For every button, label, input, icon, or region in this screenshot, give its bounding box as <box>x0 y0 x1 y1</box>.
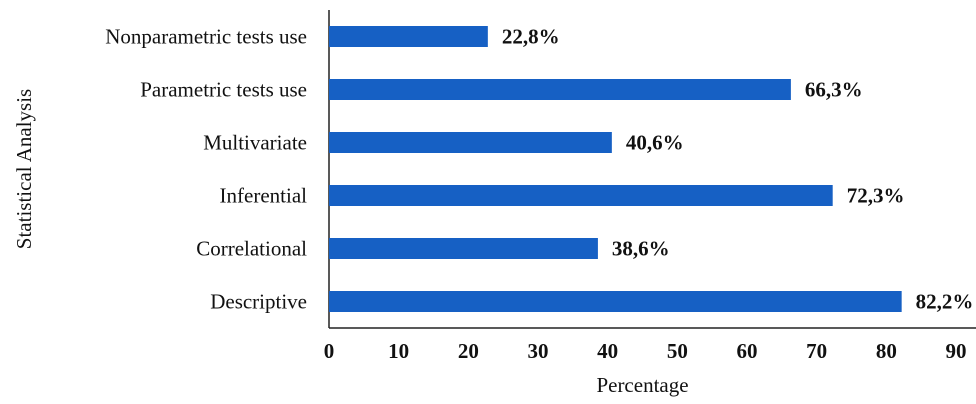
bar <box>329 185 833 206</box>
x-tick-label: 90 <box>946 339 967 363</box>
x-tick-labels: 0 10 20 30 40 50 60 70 80 90 <box>324 339 967 363</box>
bar <box>329 291 902 312</box>
bar <box>329 26 488 47</box>
category-labels: Nonparametric tests use Parametric tests … <box>105 25 307 314</box>
bar <box>329 132 612 153</box>
category-label: Inferential <box>220 184 308 208</box>
category-label: Multivariate <box>203 131 307 155</box>
x-axis-title: Percentage <box>596 373 688 397</box>
value-label: 38,6% <box>612 237 670 261</box>
axes <box>328 10 976 329</box>
x-tick-label: 10 <box>388 339 409 363</box>
x-tick-label: 20 <box>458 339 479 363</box>
x-tick-label: 80 <box>876 339 897 363</box>
x-tick-label: 50 <box>667 339 688 363</box>
category-label: Correlational <box>196 237 307 261</box>
x-tick-label: 70 <box>806 339 827 363</box>
value-label: 72,3% <box>847 184 905 208</box>
x-tick-label: 60 <box>737 339 758 363</box>
bar <box>329 79 791 100</box>
value-label: 66,3% <box>805 78 863 102</box>
bar <box>329 238 598 259</box>
value-label: 40,6% <box>626 131 684 155</box>
category-label: Nonparametric tests use <box>105 25 307 49</box>
x-tick-label: 0 <box>324 339 335 363</box>
value-label: 82,2% <box>916 290 974 314</box>
y-axis-title: Statistical Analysis <box>12 89 36 249</box>
value-label: 22,8% <box>502 25 560 49</box>
x-tick-label: 30 <box>528 339 549 363</box>
value-labels: 22,8% 66,3% 40,6% 72,3% 38,6% 82,2% <box>502 25 974 314</box>
category-label: Descriptive <box>210 290 307 314</box>
x-tick-label: 40 <box>597 339 618 363</box>
category-label: Parametric tests use <box>140 78 307 102</box>
bars <box>329 26 902 312</box>
